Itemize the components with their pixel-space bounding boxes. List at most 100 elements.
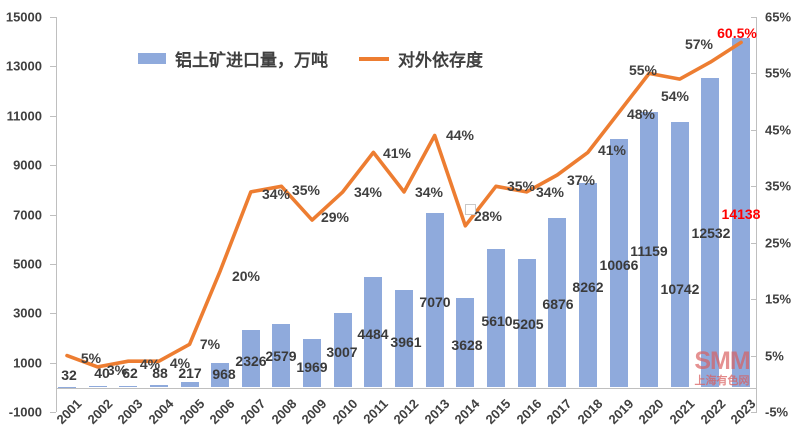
right-axis-tick <box>751 73 757 75</box>
pct-value-label-2015: 35% <box>506 178 536 194</box>
right-axis-tick <box>751 412 757 413</box>
left-axis-tick-label: 5000 <box>13 256 42 272</box>
left-axis-tick <box>50 165 56 167</box>
bar-value-label-2005: 217 <box>178 365 202 381</box>
bar-value-label-2004: 88 <box>152 365 168 381</box>
pct-value-label-2004: 4% <box>169 355 191 371</box>
bar-value-label-2017: 6876 <box>542 296 574 312</box>
left-axis-tick-label: 7000 <box>13 207 42 222</box>
pct-value-label-2014: 28% <box>473 208 503 224</box>
bar-value-label-2002: 40 <box>94 365 110 381</box>
baseline <box>56 387 757 389</box>
left-axis-line <box>56 17 57 412</box>
bar-value-label-2007: 2326 <box>235 353 267 369</box>
right-axis-tick <box>751 355 757 357</box>
right-axis-line <box>756 17 757 412</box>
chart-legend: 铝土矿进口量，万吨 对外依存度 <box>138 46 483 71</box>
left-axis-tick <box>50 263 56 265</box>
left-axis-tick-label: 15000 <box>5 9 42 25</box>
pct-value-label-2022: 57% <box>684 36 714 52</box>
bar-2015 <box>486 248 505 388</box>
bar-value-label-2012: 3961 <box>390 334 422 350</box>
bar-2005 <box>180 381 199 388</box>
pct-value-label-2017: 37% <box>566 172 596 188</box>
bar-2013 <box>425 212 444 388</box>
left-axis-tick <box>50 115 56 117</box>
bar-value-label-2019: 10066 <box>599 257 639 273</box>
bar-value-label-2008: 2579 <box>265 348 297 364</box>
bar-value-label-2010: 3007 <box>326 344 358 360</box>
pct-value-label-2005: 7% <box>199 336 221 352</box>
bar-value-label-2011: 4484 <box>357 326 389 342</box>
bar-2020 <box>640 111 659 388</box>
right-axis-tick-label: -5% <box>765 404 789 420</box>
bar-value-label-2018: 8262 <box>572 279 604 295</box>
bar-value-label-2022: 12532 <box>691 225 731 241</box>
bar-2009 <box>303 338 322 388</box>
pct-value-label-2021: 54% <box>660 88 690 104</box>
bar-value-label-2020: 11159 <box>630 243 668 259</box>
bar-2010 <box>333 313 352 388</box>
pct-value-label-2010: 34% <box>353 184 383 200</box>
bar-2017 <box>548 217 567 388</box>
right-axis-tick <box>751 17 757 18</box>
right-axis-tick-label: 35% <box>765 178 792 194</box>
bar-2008 <box>272 323 291 388</box>
bar-value-label-2006: 968 <box>212 366 236 382</box>
bar-2011 <box>364 276 383 388</box>
right-axis-tick <box>751 129 757 131</box>
right-axis-tick-label: 65% <box>765 9 792 25</box>
bar-value-label-2013: 7070 <box>419 294 451 310</box>
bar-value-label-2021: 10742 <box>660 281 700 297</box>
left-axis-tick-label: 1000 <box>13 355 42 371</box>
pct-value-label-2020: 55% <box>628 62 658 78</box>
bar-2014 <box>456 297 475 388</box>
bar-2019 <box>609 138 628 388</box>
dependence-line <box>65 40 743 369</box>
smm-watermark: SMM 上海有色网 <box>692 349 752 387</box>
right-axis-tick-label: 45% <box>765 122 792 138</box>
pct-value-label-2002: 3% <box>106 362 128 378</box>
bar-2012 <box>395 289 414 388</box>
right-axis-tick-label: 15% <box>765 291 792 307</box>
bar-2023 <box>732 38 751 388</box>
bar-2001 <box>58 386 76 388</box>
right-axis-tick <box>751 186 757 188</box>
bar-2007 <box>241 329 260 388</box>
right-axis-tick <box>751 242 757 244</box>
pct-value-label-2003: 4% <box>139 356 161 372</box>
right-axis-tick-label: 25% <box>765 235 792 251</box>
left-axis-tick-label: 9000 <box>13 157 42 173</box>
bar-value-label-2014: 3628 <box>451 337 483 353</box>
left-axis-tick-label: 13000 <box>5 58 42 74</box>
pct-value-label-2016: 34% <box>535 184 565 200</box>
left-axis-tick <box>50 214 56 216</box>
pct-value-label-2001: 5% <box>80 350 102 366</box>
bar-value-label-2016: 5205 <box>512 316 544 332</box>
legend-bar-label: 铝土矿进口量，万吨 <box>175 51 328 70</box>
right-axis-tick-label: 55% <box>765 65 792 81</box>
pct-value-label-2008: 35% <box>291 182 321 198</box>
legend-bar-swatch <box>138 53 166 64</box>
left-axis-tick-label: -1000 <box>8 404 42 420</box>
legend-line-label: 对外依存度 <box>398 51 483 70</box>
bar-2004 <box>149 385 168 388</box>
pct-value-label-2009: 29% <box>320 209 350 225</box>
label-callout-square <box>465 204 476 215</box>
right-axis-tick <box>751 299 757 301</box>
bar-value-label-2009: 1969 <box>296 359 328 375</box>
pct-value-label-2019: 48% <box>626 106 656 122</box>
left-axis-tick <box>50 66 56 68</box>
pct-value-label-2006: 20% <box>231 268 261 284</box>
left-axis-tick <box>50 313 56 315</box>
legend-line-swatch <box>359 56 389 61</box>
pct-value-label-2023: 60.5% <box>717 25 757 41</box>
pct-value-label-2018: 41% <box>597 142 627 158</box>
pct-value-label-2011: 41% <box>382 145 412 161</box>
pct-value-label-2013: 44% <box>445 127 475 143</box>
left-axis-tick-label: 3000 <box>13 305 42 321</box>
bar-2002 <box>88 386 107 388</box>
bar-value-label-2003: 62 <box>122 365 138 381</box>
